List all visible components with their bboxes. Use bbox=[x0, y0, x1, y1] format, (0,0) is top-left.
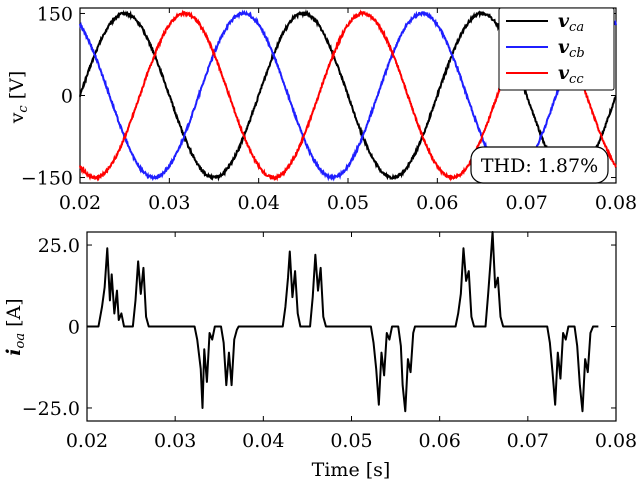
series-line-vca bbox=[79, 8, 617, 182]
bottom-y-tick-label: −25.0 bbox=[22, 398, 80, 420]
bottom-chart-current: 0.02 0.03 0.04 0.05 0.06 0.07 0.08 25.00−25.0 … bbox=[3, 231, 637, 481]
legend-box bbox=[498, 7, 615, 91]
bottom-x-tick-labels: 0.02 0.03 0.04 0.05 0.06 0.07 0.08 bbox=[66, 430, 637, 452]
bottom-x-tick-label: 0.07 bbox=[507, 430, 549, 452]
bottom-x-tick-label: 0.02 bbox=[66, 430, 108, 452]
bottom-ylabel-sub: oa bbox=[13, 333, 28, 349]
top-chart-voltage: 0.02 0.03 0.04 0.05 0.06 0.07 0.08 150 0 −150 vc… bbox=[6, 3, 637, 214]
bottom-axis-ticks bbox=[86, 232, 617, 421]
top-x-tick-labels: 0.02 0.03 0.04 0.05 0.06 0.07 0.08 bbox=[59, 192, 637, 214]
bottom-x-tick-label: 0.06 bbox=[419, 430, 461, 452]
thd-text: THD: 1.87% bbox=[481, 155, 598, 177]
bottom-x-tick-label: 0.08 bbox=[595, 430, 637, 452]
top-x-tick-label: 0.02 bbox=[59, 192, 101, 214]
top-y-axis-label: vc [V] bbox=[6, 71, 31, 125]
top-y-tick-label: 150 bbox=[37, 3, 73, 25]
bottom-y-tick-label: 25.0 bbox=[38, 235, 80, 257]
top-x-tick-label: 0.08 bbox=[595, 192, 637, 214]
bottom-y-tick-labels: 25.0 0 −25.0 bbox=[22, 235, 80, 420]
top-y-tick-label: 0 bbox=[61, 86, 73, 108]
top-x-tick-label: 0.03 bbox=[148, 192, 190, 214]
bottom-y-tick-label: 0 bbox=[68, 317, 80, 339]
series-line-ioa bbox=[87, 231, 599, 413]
bottom-ylabel-i: i bbox=[3, 348, 25, 355]
bottom-x-tick-label: 0.04 bbox=[242, 430, 284, 452]
bottom-x-tick-label: 0.05 bbox=[330, 430, 372, 452]
bottom-y-axis-label: ioa [A] bbox=[3, 298, 28, 355]
thd-box bbox=[470, 146, 609, 184]
bottom-x-axis-label: Time [s] bbox=[312, 459, 391, 481]
top-x-tick-label: 0.07 bbox=[506, 192, 548, 214]
top-y-tick-label: −150 bbox=[21, 168, 73, 190]
bottom-x-tick-label: 0.03 bbox=[154, 430, 196, 452]
top-x-tick-label: 0.05 bbox=[327, 192, 369, 214]
thd-annotation: THD: 1.87% bbox=[470, 146, 609, 184]
top-ylabel-sub: c bbox=[16, 105, 31, 113]
bottom-ylabel-unit: [A] bbox=[3, 298, 25, 333]
top-ylabel-v: v bbox=[6, 112, 28, 124]
top-ylabel-unit: [V] bbox=[6, 71, 28, 106]
bottom-series-group bbox=[87, 231, 599, 413]
top-y-tick-labels: 150 0 −150 bbox=[21, 3, 73, 189]
legend: vca vcb vcc bbox=[498, 7, 615, 91]
top-x-tick-label: 0.04 bbox=[238, 192, 280, 214]
top-x-tick-label: 0.06 bbox=[416, 192, 458, 214]
